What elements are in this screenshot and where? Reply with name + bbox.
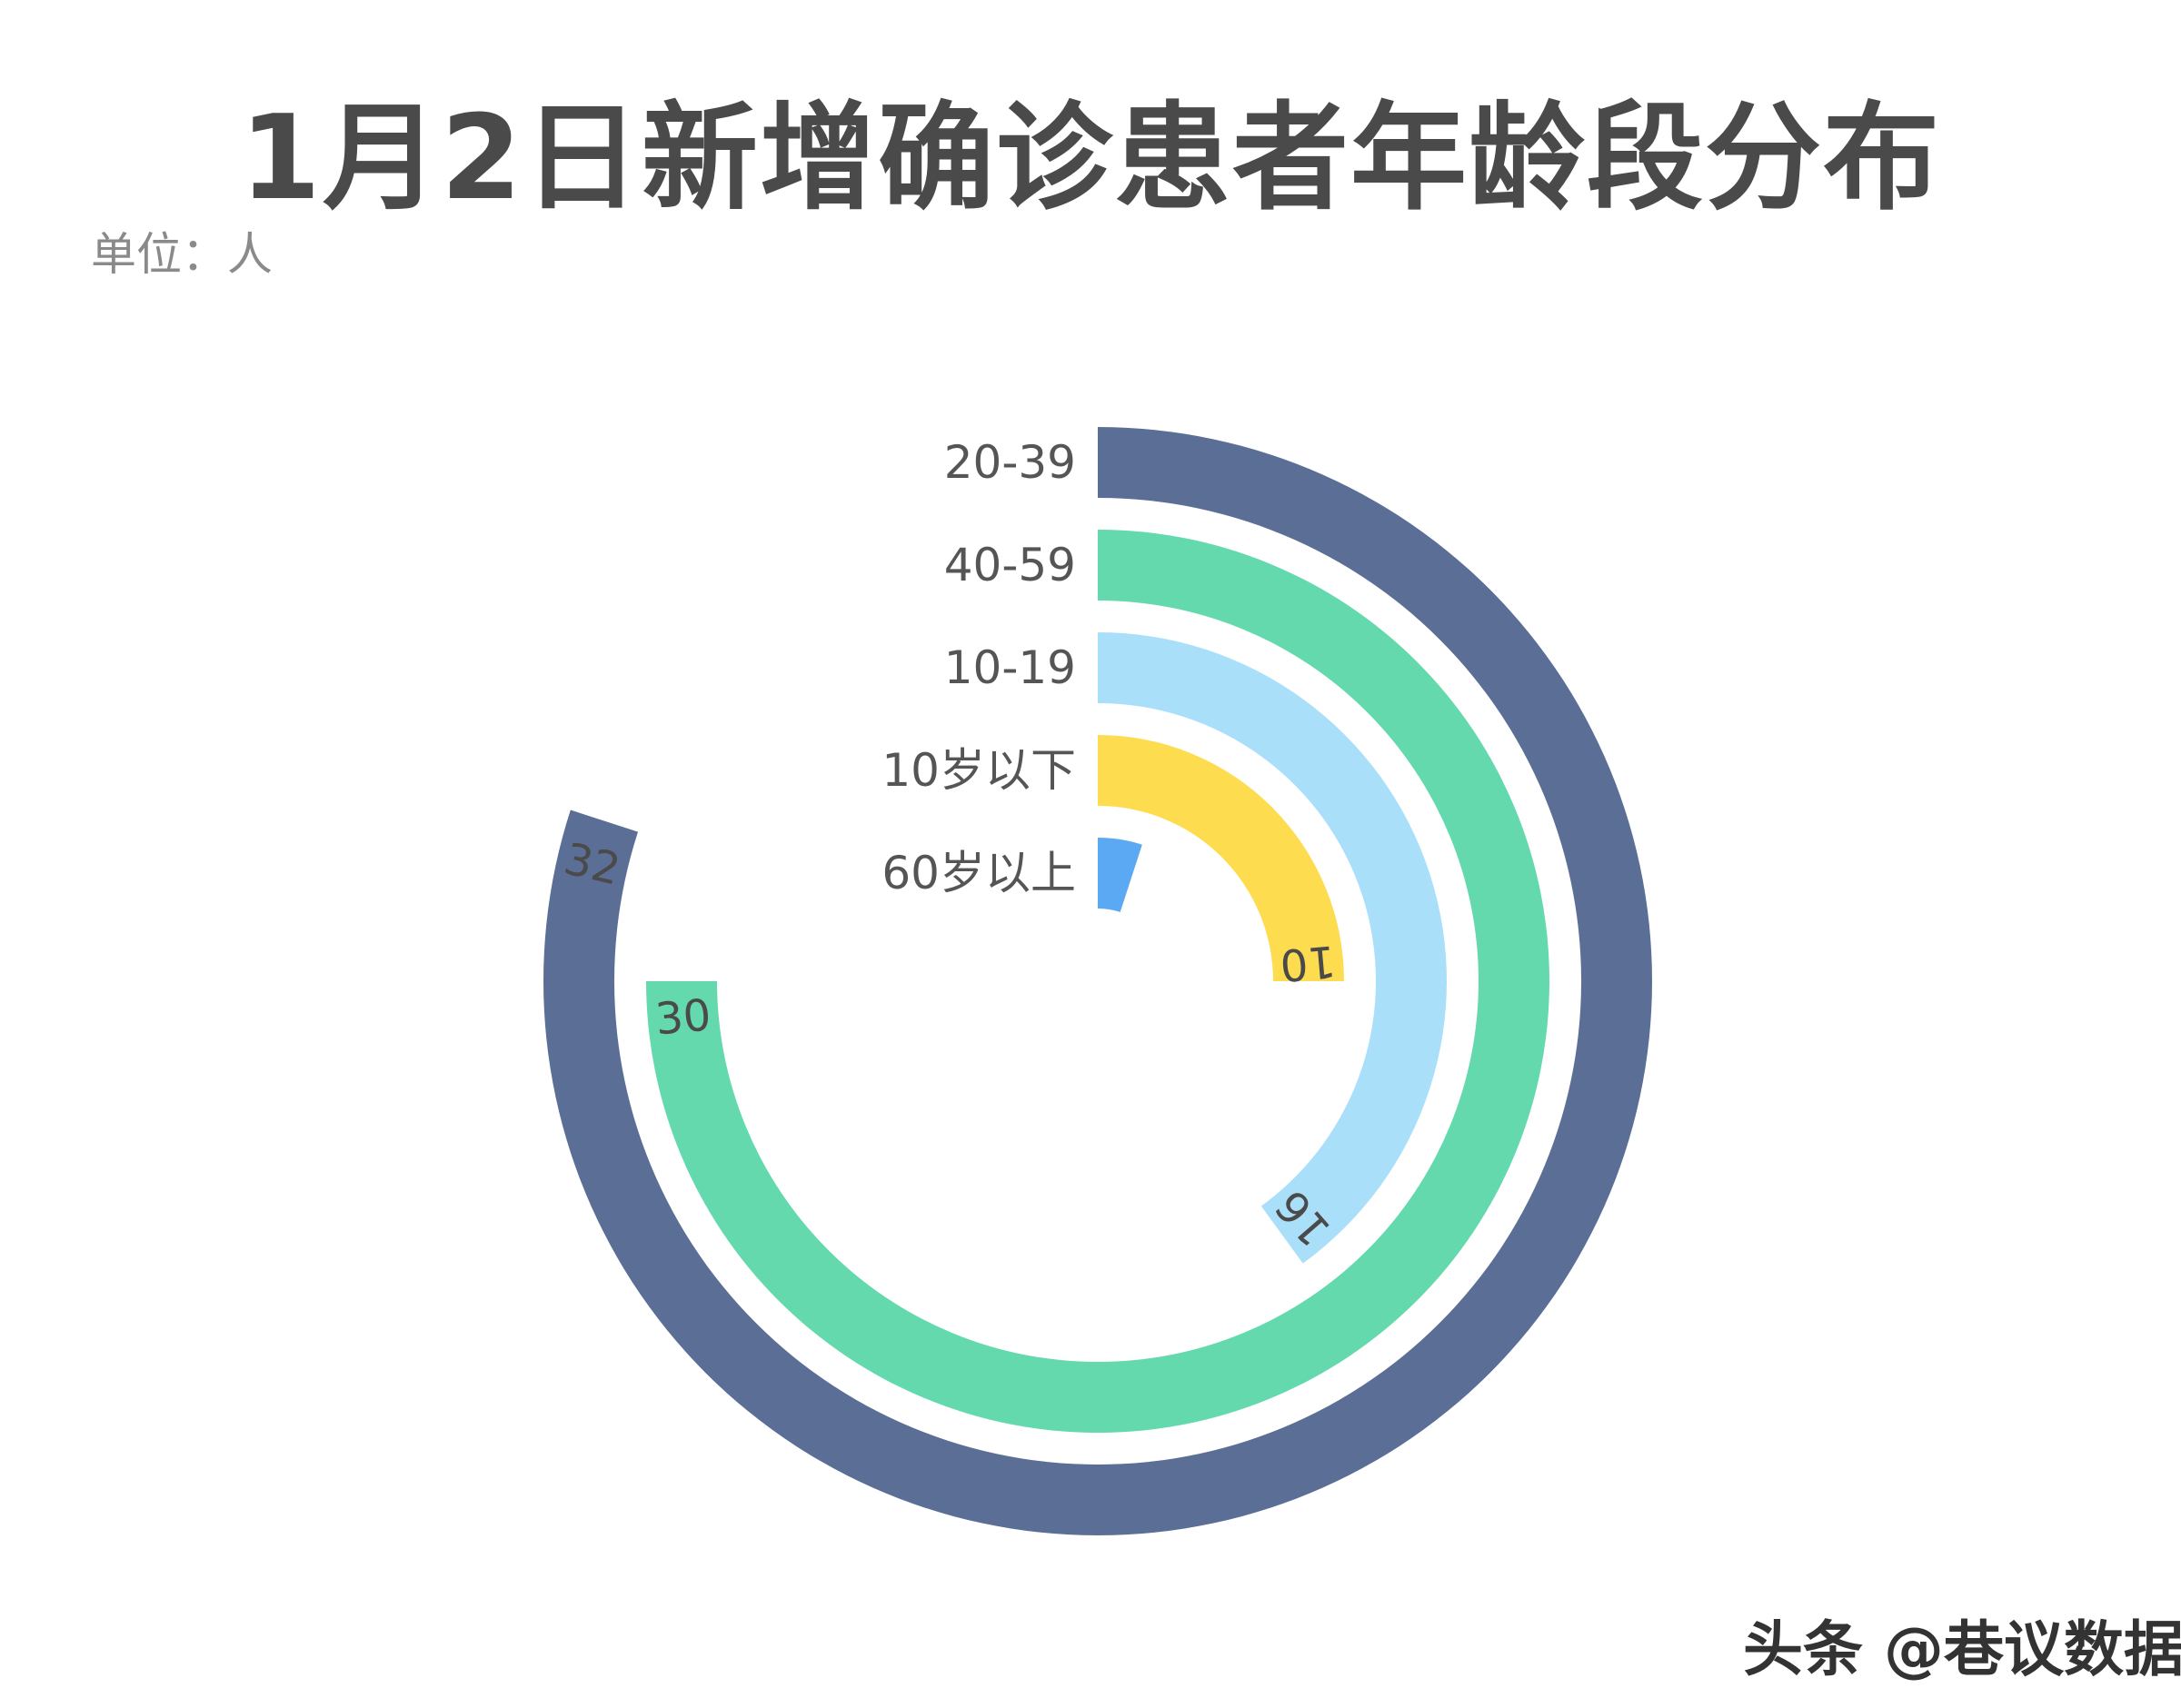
category-label: 10-19 bbox=[944, 641, 1076, 694]
watermark-platform: 头条 bbox=[1743, 1614, 1863, 1684]
bar-60岁以上 bbox=[1098, 838, 1142, 912]
value-label: 30 bbox=[653, 989, 713, 1045]
value-label: 10 bbox=[1278, 935, 1338, 990]
chart-title: 1月2日新增确诊患者年龄段分布 bbox=[239, 91, 1942, 226]
bar-10-19 bbox=[1098, 632, 1447, 1264]
bar-10岁以下 bbox=[1098, 735, 1344, 981]
watermark-handle: @巷议数据 bbox=[1883, 1614, 2181, 1684]
watermark: 头条 @巷议数据 bbox=[1743, 1601, 2181, 1688]
category-label: 20-39 bbox=[944, 436, 1076, 489]
category-label: 10岁以下 bbox=[881, 744, 1076, 797]
category-label: 40-59 bbox=[944, 539, 1076, 591]
category-label: 60岁以上 bbox=[881, 847, 1076, 899]
unit-label: 单位：人 bbox=[91, 228, 273, 281]
value-label: 32 bbox=[560, 833, 625, 895]
